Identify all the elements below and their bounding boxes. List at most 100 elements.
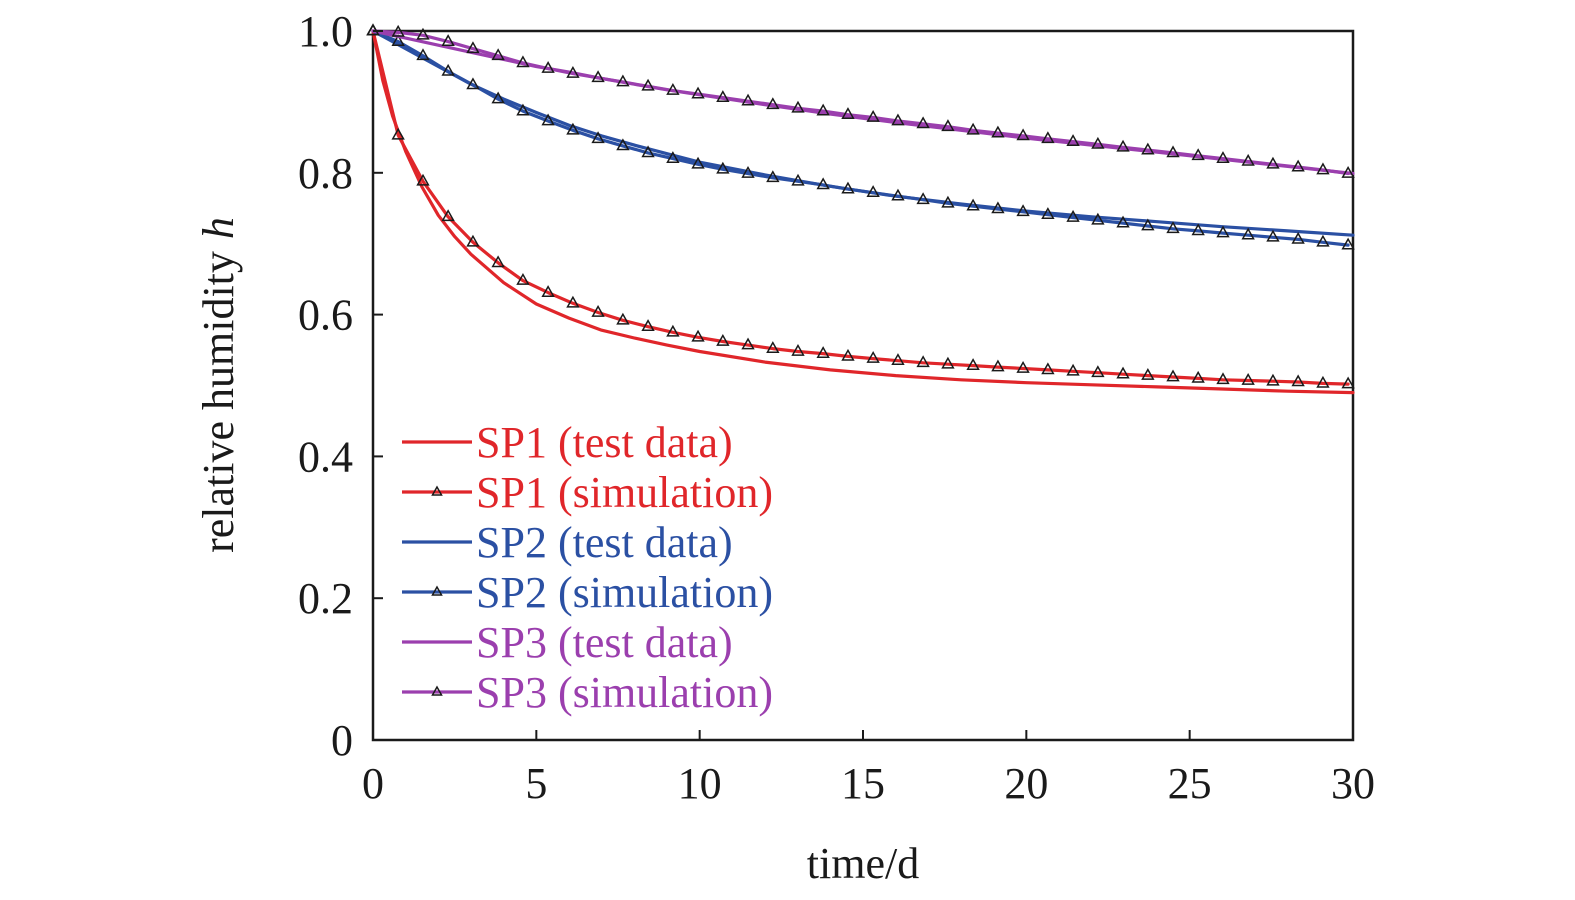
data-point-marker — [1316, 162, 1330, 175]
data-point-marker — [941, 195, 955, 208]
data-point-marker — [591, 131, 605, 144]
data-point-marker — [591, 304, 605, 317]
data-point-marker — [866, 351, 880, 363]
data-point-marker — [666, 83, 680, 95]
data-point-marker — [1141, 218, 1155, 231]
data-point-marker — [1341, 165, 1355, 178]
data-point-marker — [1066, 363, 1080, 376]
data-point-marker — [941, 356, 955, 369]
data-point-marker — [1041, 131, 1055, 144]
y-axis-title-text: relative humidity — [194, 251, 243, 553]
y-tick-label: 0.8 — [298, 149, 353, 198]
data-point-marker — [1191, 148, 1205, 161]
y-tick-label: 0.6 — [298, 291, 353, 340]
y-tick-label: 0.2 — [298, 574, 353, 623]
data-point-marker — [841, 107, 855, 120]
data-point-marker — [416, 173, 430, 186]
data-point-marker — [466, 41, 480, 54]
tick-layer: 0 5 10 15 20 25 30 0 0.2 0.4 0.6 0.8 1.0 — [298, 7, 1375, 808]
data-point-marker — [1291, 374, 1305, 387]
data-point-marker — [566, 122, 580, 135]
data-point-marker — [891, 113, 905, 126]
data-point-marker — [466, 234, 480, 247]
legend-label: SP2 (simulation) — [476, 568, 773, 617]
data-point-marker — [1166, 369, 1180, 382]
legend-item-sp3-simulation: SP3 (simulation) — [402, 668, 773, 717]
data-point-marker — [441, 209, 455, 222]
y-axis-title: relative humidity h — [194, 217, 243, 553]
data-point-marker — [366, 23, 380, 36]
x-tick-label: 15 — [841, 759, 885, 808]
data-point-marker — [766, 170, 780, 183]
legend-label: SP1 (simulation) — [476, 468, 773, 517]
data-point-marker — [766, 341, 780, 353]
data-point-marker — [841, 348, 855, 361]
data-point-marker — [716, 90, 730, 102]
data-point-marker — [966, 358, 980, 370]
series-sp1-test-data — [371, 29, 1355, 395]
series-line — [371, 29, 1350, 247]
series-sp2-simulation — [366, 23, 1355, 250]
data-point-marker — [866, 185, 880, 198]
data-point-marker — [1091, 212, 1105, 225]
data-point-marker — [516, 103, 530, 116]
data-point-marker — [741, 337, 755, 350]
data-point-marker — [791, 100, 805, 113]
plot-area: 0 5 10 15 20 25 30 0 0.2 0.4 0.6 0.8 1.0 — [298, 7, 1375, 808]
data-point-marker — [1266, 156, 1280, 169]
legend-item-sp2-simulation: SP2 (simulation) — [402, 568, 773, 617]
data-point-marker — [966, 198, 980, 211]
legend-label: SP2 (test data) — [476, 518, 733, 567]
data-point-marker — [1216, 372, 1230, 385]
data-point-marker — [616, 138, 630, 151]
data-point-marker — [791, 343, 805, 356]
data-point-marker — [1016, 204, 1030, 217]
data-point-marker — [1016, 360, 1030, 373]
data-point-marker — [641, 145, 655, 158]
data-point-marker — [1191, 370, 1205, 383]
data-point-marker — [416, 48, 430, 61]
series-sp1-simulation — [366, 23, 1355, 389]
legend-item-sp2-test-data: SP2 (test data) — [402, 518, 733, 567]
data-point-marker — [391, 34, 405, 46]
legend-label: SP1 (test data) — [476, 418, 733, 467]
x-tick-label: 10 — [678, 759, 722, 808]
data-point-marker — [441, 63, 455, 76]
data-point-marker — [1291, 159, 1305, 172]
data-point-marker — [891, 188, 905, 201]
data-point-marker — [391, 127, 405, 140]
series-line — [371, 29, 1350, 386]
data-point-marker — [991, 359, 1005, 372]
data-point-marker — [691, 329, 705, 342]
data-point-marker — [491, 48, 505, 61]
data-point-marker — [1316, 234, 1330, 247]
data-point-marker — [391, 24, 405, 37]
data-point-marker — [1141, 368, 1155, 380]
data-point-marker — [1241, 373, 1255, 385]
data-point-marker — [1266, 373, 1280, 386]
data-point-marker — [1191, 223, 1205, 236]
data-point-marker — [1041, 207, 1055, 219]
data-point-marker — [1341, 237, 1355, 250]
legend: SP1 (test data)SP1 (simulation)SP2 (test… — [402, 418, 773, 717]
data-point-marker — [666, 324, 680, 337]
x-tick-label: 30 — [1331, 759, 1375, 808]
series-line — [371, 29, 1350, 176]
data-point-marker — [1141, 142, 1155, 155]
data-point-marker — [1166, 221, 1180, 234]
data-point-marker — [741, 165, 755, 178]
data-point-marker — [566, 295, 580, 308]
data-point-marker — [1091, 365, 1105, 378]
data-point-marker — [1116, 139, 1130, 152]
y-tick-label: 1.0 — [298, 7, 353, 56]
data-point-marker — [591, 70, 605, 83]
legend-marker — [431, 685, 443, 696]
legend-marker — [431, 585, 443, 596]
data-point-marker — [1016, 128, 1030, 141]
data-point-marker — [1266, 229, 1280, 242]
data-point-marker — [1241, 227, 1255, 240]
legend-label: SP3 (test data) — [476, 618, 733, 667]
x-tick-label: 0 — [362, 759, 384, 808]
data-point-marker — [966, 122, 980, 135]
